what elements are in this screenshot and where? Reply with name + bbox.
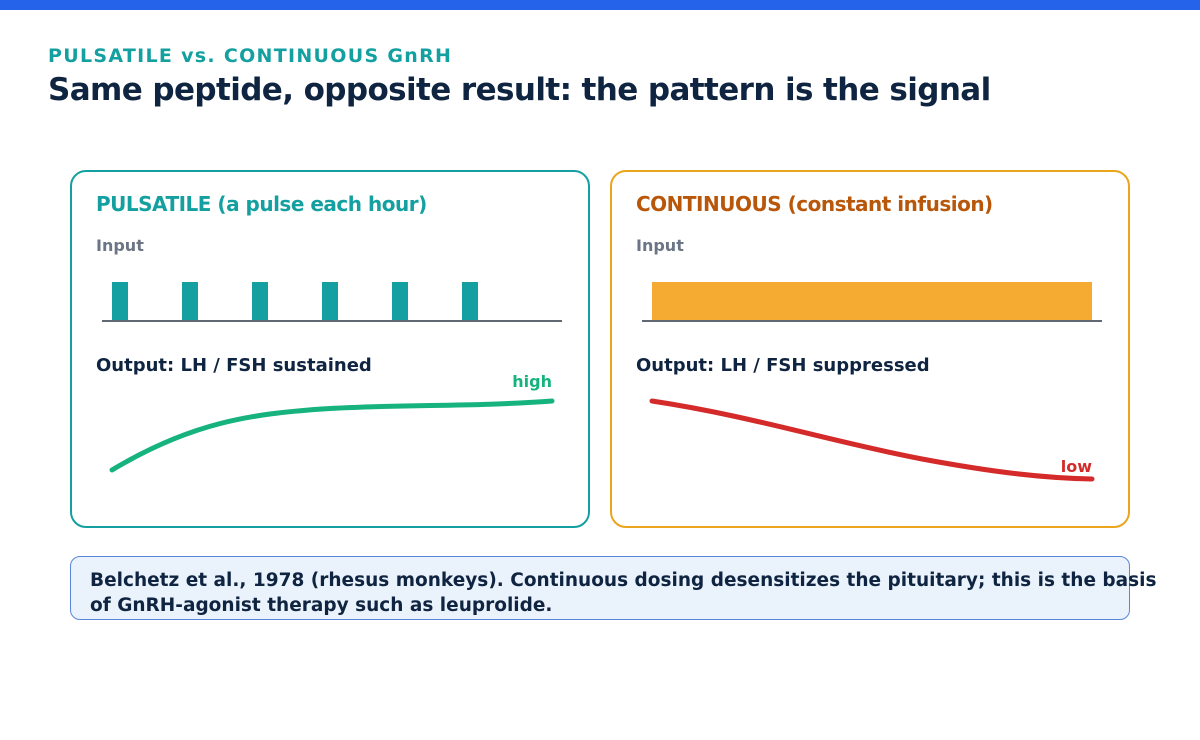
page-title: Same peptide, opposite result: the patte… — [48, 72, 991, 108]
continuous-input-label: Input — [636, 236, 684, 255]
pulse-bar — [462, 282, 478, 321]
continuous-diagram: low — [642, 282, 1102, 482]
top-accent-bar — [0, 0, 1200, 10]
pulse-bar — [252, 282, 268, 321]
pulse-bar — [182, 282, 198, 321]
pulsatile-output-curve — [109, 398, 555, 473]
pulsatile-input-label: Input — [96, 236, 144, 255]
pulsatile-panel-title: PULSATILE (a pulse each hour) — [96, 192, 427, 216]
pulse-bar — [322, 282, 338, 321]
pulse-bars — [112, 282, 478, 321]
continuous-end-label: low — [1061, 457, 1092, 476]
pulsatile-output-label: Output: LH / FSH sustained — [96, 355, 372, 376]
citation-note: Belchetz et al., 1978 (rhesus monkeys). … — [70, 556, 1157, 620]
continuous-output-label: Output: LH / FSH suppressed — [636, 355, 930, 376]
pulse-bar — [392, 282, 408, 321]
continuous-panel: CONTINUOUS (constant infusion) Input Out… — [610, 170, 1130, 528]
pulsatile-panel: PULSATILE (a pulse each hour) Input Outp… — [70, 170, 590, 528]
citation-note-text: Belchetz et al., 1978 (rhesus monkeys). … — [90, 570, 1157, 616]
continuous-panel-title: CONTINUOUS (constant infusion) — [636, 192, 993, 216]
eyebrow-label: PULSATILE vs. CONTINUOUS GnRH — [48, 45, 453, 67]
pulsatile-end-label: high — [512, 372, 552, 391]
pulse-bar — [112, 282, 128, 321]
pulsatile-diagram: high — [102, 282, 562, 473]
continuous-output-curve — [649, 398, 1095, 482]
continuous-infusion-block — [652, 282, 1092, 321]
